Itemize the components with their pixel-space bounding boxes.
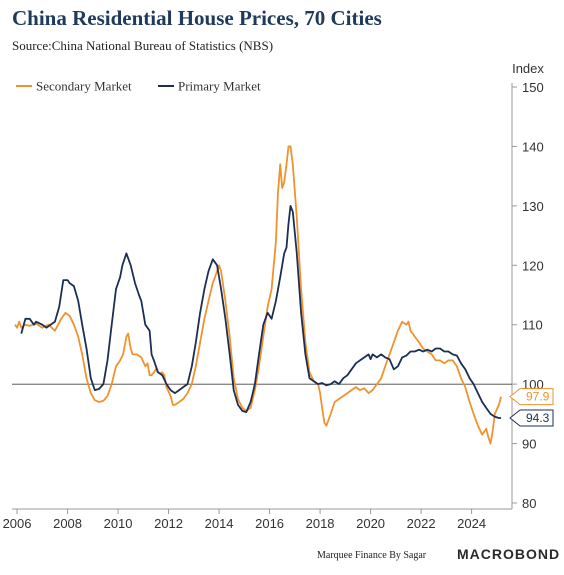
y-axis-label: Index (512, 61, 544, 76)
x-tick-label: 2018 (306, 516, 335, 531)
series-layer (14, 145, 502, 445)
x-tick-label: 2020 (356, 516, 385, 531)
legend: Secondary Market Primary Market (16, 79, 261, 94)
chart-subtitle: Source:China National Bureau of Statisti… (12, 38, 274, 53)
macrobond-logo: MACROBOND (457, 546, 561, 562)
chart-title: China Residential House Prices, 70 Citie… (12, 6, 382, 30)
series-line-secondary-market (14, 145, 502, 445)
y-tick-label: 80 (522, 496, 536, 511)
x-tick-label: 2014 (205, 516, 234, 531)
x-tick-label: 2010 (104, 516, 133, 531)
x-tick-label: 2022 (407, 516, 436, 531)
x-tick-label: 2006 (3, 516, 32, 531)
y-tick-label: 120 (522, 258, 544, 273)
legend-label: Primary Market (178, 79, 261, 94)
x-tick-label: 2012 (154, 516, 183, 531)
last-value-box (509, 409, 554, 427)
x-tick-label: 2008 (53, 516, 82, 531)
y-tick-label: 90 (522, 437, 536, 452)
x-tick-label: 2016 (255, 516, 284, 531)
last-value-label: 97.9 (526, 390, 550, 404)
x-tick-label: 2024 (457, 516, 486, 531)
y-tick-label: 150 (522, 80, 544, 95)
legend-label: Secondary Market (36, 79, 132, 94)
y-tick-label: 140 (522, 139, 544, 154)
footer-credit: Marquee Finance By Sagar (317, 550, 427, 561)
last-value-label: 94.3 (526, 411, 550, 425)
last-value-callouts: 97.9 94.3 (509, 388, 554, 427)
y-tick-label: 130 (522, 199, 544, 214)
series-line-primary-market (20, 205, 502, 419)
last-value-box (509, 388, 554, 406)
y-tick-label: 110 (522, 318, 543, 333)
